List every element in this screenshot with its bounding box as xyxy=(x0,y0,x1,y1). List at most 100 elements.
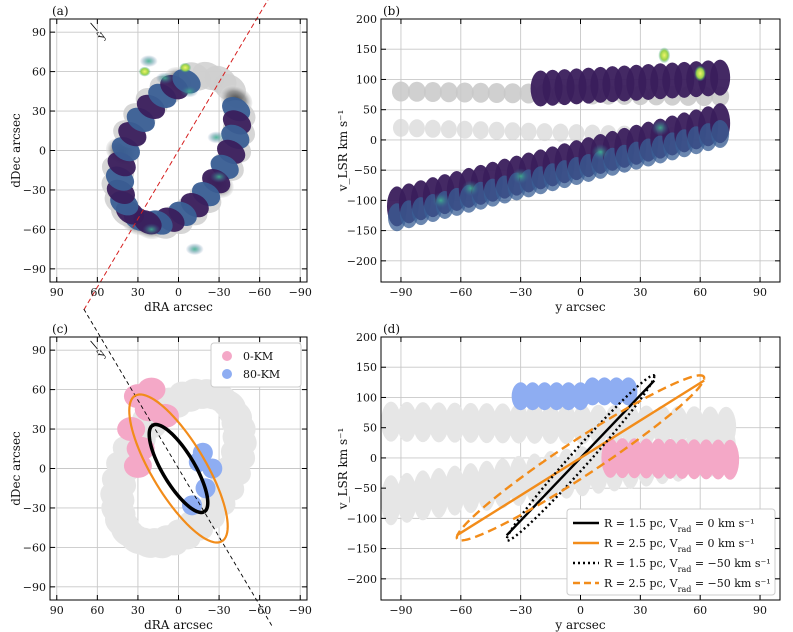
legend-marker xyxy=(222,369,232,379)
x-axis-label: y arcsec xyxy=(554,300,605,314)
gray-blob xyxy=(503,83,522,104)
y-hat-arrow xyxy=(90,340,98,350)
teal-blob xyxy=(139,55,158,68)
legend-label: R = 2.5 pc, Vrad = −50 km s⁻¹ xyxy=(604,577,771,594)
y-hat-annotation: ŷ xyxy=(94,29,109,42)
y-axis-label: dDec arcsec xyxy=(9,113,23,188)
y-tick-label: 0 xyxy=(39,145,46,158)
legend-text-suffix: = 0 km s⁻¹ xyxy=(691,517,754,530)
x-tick-label: −90 xyxy=(389,286,412,299)
x-tick-label: 60 xyxy=(693,604,707,617)
gray-blob xyxy=(396,401,417,442)
y-tick-label: 100 xyxy=(356,391,377,404)
legend-text-prefix: R = 1.5 pc, V xyxy=(604,517,679,530)
legend-label: R = 1.5 pc, Vrad = −50 km s⁻¹ xyxy=(604,557,771,574)
gray-blob xyxy=(396,472,417,523)
x-tick-label: −90 xyxy=(389,604,412,617)
legend: 0-KM 80-KM xyxy=(210,342,302,388)
x-tick-label: −30 xyxy=(207,604,230,617)
gray-blob xyxy=(636,405,657,446)
y-tick-label: −60 xyxy=(23,223,46,236)
gray-blob xyxy=(476,403,497,444)
x-tick-label: 90 xyxy=(753,604,767,617)
x-axis-label: dRA arcsec xyxy=(144,300,213,314)
gray-blob xyxy=(129,527,164,558)
x-tick-label: −60 xyxy=(449,604,472,617)
y-tick-label: 60 xyxy=(32,384,46,397)
gray-blob xyxy=(391,81,410,102)
y-tick-label: −90 xyxy=(23,581,46,594)
x-tick-label: 0 xyxy=(175,604,182,617)
y-tick-label: 0 xyxy=(39,463,46,476)
legend-text-sub: rad xyxy=(678,525,692,534)
x-tick-label: 90 xyxy=(50,604,64,617)
y-tick-label: 0 xyxy=(370,452,377,465)
panel-label: (d) xyxy=(383,322,400,336)
teal-blob xyxy=(591,144,610,161)
x-tick-label: 30 xyxy=(131,286,145,299)
gray-blob xyxy=(407,81,426,102)
purple-blob xyxy=(711,120,730,149)
gray-blob xyxy=(520,122,537,141)
legend: R = 1.5 pc, Vrad = 0 km s⁻¹R = 2.5 pc, V… xyxy=(566,508,776,596)
legend-label: R = 1.5 pc, Vrad = 0 km s⁻¹ xyxy=(604,517,755,534)
y-tick-label: −90 xyxy=(23,263,46,276)
gray-blob xyxy=(472,121,489,140)
y-tick-label: −100 xyxy=(347,194,377,207)
legend-box xyxy=(210,342,302,388)
x-tick-label: −60 xyxy=(248,604,271,617)
gray-blob xyxy=(444,402,465,443)
gray-region xyxy=(380,401,737,526)
legend-text-sub: rad xyxy=(678,585,692,594)
legend-text-prefix: R = 1.5 pc, V xyxy=(604,557,679,570)
y-tick-label: 30 xyxy=(32,423,46,436)
gray-blob xyxy=(444,465,465,516)
y-tick-label: −150 xyxy=(347,543,377,556)
gray-blob xyxy=(471,82,490,103)
gray-blob xyxy=(620,405,641,446)
x-tick-label: 0 xyxy=(577,286,584,299)
x-tick-label: −30 xyxy=(509,604,532,617)
pink-blob xyxy=(123,453,152,478)
x-tick-label: −60 xyxy=(248,286,271,299)
legend-text-suffix: = −50 km s⁻¹ xyxy=(691,557,770,570)
y-hat-annotation: ŷ xyxy=(94,347,109,360)
gray-blob xyxy=(412,402,433,443)
legend-label: 0-KM xyxy=(243,350,273,363)
gray-blob xyxy=(380,401,401,442)
legend-text-prefix: R = 2.5 pc, V xyxy=(604,577,679,590)
panel-c: ŷ 0-KM 80-KM 90 60 30 0 −30 −60 −90 −90 −60 −30 0 30 60… xyxy=(9,308,312,632)
teal-blob xyxy=(142,223,161,236)
model-curve-dashed xyxy=(455,374,706,542)
model-ellipse-black xyxy=(147,422,210,515)
legend-box xyxy=(566,508,776,596)
gray-blob xyxy=(476,460,497,511)
x-tick-label: −90 xyxy=(289,286,312,299)
y-tick-label: 200 xyxy=(356,13,377,26)
gray-blob xyxy=(423,82,442,103)
major-axis-line xyxy=(83,0,269,311)
legend-label: 80-KM xyxy=(243,368,280,381)
y-tick-label: 50 xyxy=(363,104,377,117)
purple-blob xyxy=(710,59,731,96)
y-tick-label: 150 xyxy=(356,43,377,56)
pink-blob xyxy=(721,439,740,480)
gray-blob xyxy=(504,122,521,141)
gray-blob xyxy=(536,123,553,142)
x-tick-label: 60 xyxy=(90,286,104,299)
bright-peak xyxy=(694,65,707,82)
teal-blob xyxy=(207,131,226,144)
gray-blob xyxy=(508,403,529,444)
x-tick-label: 30 xyxy=(131,604,145,617)
gray-blob xyxy=(424,119,441,138)
y-tick-label: −200 xyxy=(347,255,377,268)
teal-blob xyxy=(651,119,670,136)
purple-emission xyxy=(386,59,731,232)
y-tick-label: −100 xyxy=(347,512,377,525)
gray-blob xyxy=(492,403,513,444)
y-tick-label: −150 xyxy=(347,225,377,238)
y-tick-label: −50 xyxy=(354,164,377,177)
teal-blob xyxy=(185,243,204,256)
legend-text-sub: rad xyxy=(678,545,692,554)
